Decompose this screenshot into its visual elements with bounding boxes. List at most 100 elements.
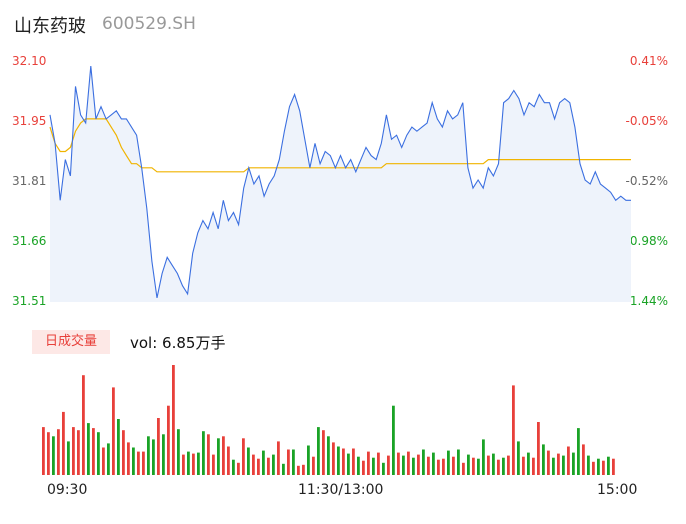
volume-bar	[412, 457, 415, 475]
volume-bar	[427, 456, 430, 475]
volume-bar	[162, 434, 165, 475]
volume-bar	[417, 454, 420, 475]
volume-bar	[257, 458, 260, 475]
volume-bar	[267, 457, 270, 475]
volume-bar	[527, 452, 530, 475]
volume-bar	[442, 458, 445, 475]
volume-bar	[477, 458, 480, 475]
volume-bar	[432, 452, 435, 475]
volume-bar	[352, 448, 355, 475]
volume-bar	[422, 449, 425, 475]
volume-bar	[507, 455, 510, 475]
volume-bar	[327, 436, 330, 475]
volume-bar	[512, 385, 515, 475]
volume-bar	[517, 441, 520, 475]
y-right-tick-0: 0.41%	[629, 54, 668, 68]
volume-bar	[482, 439, 485, 475]
volume-bar	[337, 446, 340, 475]
volume-bar	[287, 449, 290, 475]
volume-bar	[592, 461, 595, 475]
volume-bar	[57, 429, 60, 475]
volume-bar	[152, 439, 155, 475]
volume-bar	[282, 463, 285, 475]
volume-bar	[52, 436, 55, 475]
volume-bar	[192, 453, 195, 475]
volume-bar	[312, 456, 315, 475]
volume-bar	[607, 456, 610, 475]
volume-bar	[562, 455, 565, 475]
volume-bar	[182, 454, 185, 475]
x-tick-midday: 11:30/13:00	[298, 482, 384, 498]
price-line	[49, 66, 631, 299]
volume-bar	[317, 427, 320, 475]
volume-bar	[307, 445, 310, 475]
x-tick-close: 15:00	[597, 482, 638, 498]
volume-bar	[207, 434, 210, 475]
volume-bar	[552, 457, 555, 475]
volume-bar	[537, 422, 540, 475]
y-left-tick-1: 31.95	[12, 114, 47, 128]
volume-bar	[472, 457, 475, 475]
volume-bar	[457, 449, 460, 475]
volume-bar	[292, 449, 295, 475]
volume-bar	[342, 448, 345, 475]
volume-bar	[157, 418, 160, 475]
y-right-tick-3: -0.98%	[625, 234, 668, 248]
volume-bar	[142, 451, 145, 475]
volume-title-badge: 日成交量	[32, 330, 110, 354]
volume-bar	[277, 441, 280, 475]
volume-bar	[62, 411, 65, 475]
volume-bar	[147, 436, 150, 475]
volume-bar	[252, 454, 255, 475]
volume-bar	[167, 405, 170, 475]
volume-bar	[187, 451, 190, 475]
volume-bar	[232, 459, 235, 475]
y-left-tick-0: 32.10	[12, 54, 47, 68]
volume-bar	[347, 453, 350, 475]
volume-bar	[377, 452, 380, 475]
volume-bar	[602, 460, 605, 475]
volume-bar	[332, 442, 335, 475]
y-left-tick-3: 31.66	[12, 234, 47, 248]
volume-bar	[262, 450, 265, 475]
volume-bar	[502, 457, 505, 475]
volume-bar	[597, 458, 600, 475]
stock-name: 山东药玻	[14, 16, 86, 37]
volume-bar	[462, 462, 465, 475]
volume-bar	[392, 405, 395, 475]
volume-bar	[587, 455, 590, 475]
volume-bar	[77, 430, 80, 475]
volume-bar	[102, 447, 105, 475]
volume-bar	[97, 432, 100, 475]
volume-bar	[567, 446, 570, 475]
volume-bar	[387, 455, 390, 475]
volume-bar	[357, 456, 360, 475]
volume-bar	[497, 459, 500, 475]
volume-bar	[447, 450, 450, 475]
volume-bar	[127, 442, 130, 475]
volume-bar	[612, 458, 615, 475]
x-tick-open: 09:30	[47, 482, 88, 498]
volume-bar	[297, 465, 300, 475]
volume-bar	[117, 419, 120, 475]
volume-bar	[82, 375, 85, 475]
volume-total-label: vol: 6.85万手	[130, 334, 226, 352]
volume-bar	[197, 452, 200, 475]
volume-bar	[492, 453, 495, 475]
volume-bar	[572, 452, 575, 475]
volume-bar	[382, 462, 385, 475]
volume-bar	[372, 457, 375, 475]
volume-bar	[247, 447, 250, 475]
y-right-tick-1: -0.05%	[625, 114, 668, 128]
volume-bar	[87, 423, 90, 475]
volume-bar	[177, 429, 180, 475]
volume-bar	[237, 462, 240, 475]
volume-bar	[42, 427, 45, 475]
volume-bar	[202, 431, 205, 475]
volume-bar	[362, 460, 365, 475]
volume-bar	[217, 438, 220, 475]
volume-bar	[132, 447, 135, 475]
volume-bar	[137, 451, 140, 475]
volume-bar	[172, 365, 175, 475]
